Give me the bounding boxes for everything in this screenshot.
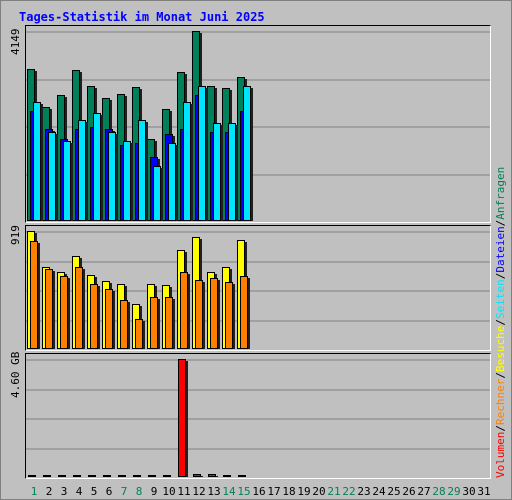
legend-volume: Volumen — [494, 431, 507, 478]
x-tick-label-10: 10 — [162, 485, 175, 498]
x-tick-label-24: 24 — [372, 485, 386, 498]
bar-volumen-day-9 — [148, 475, 156, 477]
bar-seiten-day-5 — [93, 113, 101, 221]
panel-2-plot — [26, 231, 490, 349]
x-tick-label-12: 12 — [192, 485, 205, 498]
bar-seiten-day-13 — [213, 123, 221, 221]
bar-rechner-day-7 — [120, 300, 128, 349]
bar-volumen-day-7 — [118, 475, 126, 477]
bar-rechner-day-14 — [225, 282, 233, 349]
x-tick-label-1: 1 — [31, 485, 38, 498]
bar-volumen-day-8 — [133, 475, 141, 477]
bar-seiten-day-6 — [108, 132, 116, 221]
x-tick-label-16: 16 — [252, 485, 265, 498]
legend-sep: / — [494, 425, 507, 432]
bar-rechner-day-11 — [180, 272, 188, 349]
x-tick-label-14: 14 — [222, 485, 236, 498]
bar-seiten-day-7 — [123, 141, 131, 221]
visits-panel — [25, 225, 491, 351]
bar-rechner-day-2 — [45, 269, 53, 349]
x-tick-label-26: 26 — [402, 485, 415, 498]
bar-seiten-day-14 — [228, 123, 236, 221]
bar-seiten-day-3 — [63, 141, 71, 221]
x-tick-label-23: 23 — [357, 485, 370, 498]
bar-seiten-day-9 — [153, 166, 161, 221]
x-tick-label-30: 30 — [462, 485, 475, 498]
bar-seiten-day-4 — [78, 120, 86, 221]
x-tick-label-22: 22 — [342, 485, 355, 498]
legend: Volumen/Rechner/Besuche/Seiten/Dateien/A… — [494, 167, 507, 478]
bar-seiten-day-12 — [198, 86, 206, 221]
panel-3-plot — [26, 359, 490, 477]
bar-rechner-day-3 — [60, 276, 68, 349]
bar-rechner-day-13 — [210, 278, 218, 349]
bar-volumen-day-13 — [208, 474, 216, 477]
bar-volumen-day-5 — [88, 475, 96, 477]
x-tick-label-8: 8 — [136, 485, 143, 498]
legend-visits: Besuche — [494, 325, 507, 373]
bar-volumen-day-14 — [223, 475, 231, 477]
bar-seiten-day-1 — [33, 102, 41, 221]
x-tick-label-11: 11 — [177, 485, 190, 498]
bar-volumen-day-3 — [58, 475, 66, 477]
bar-rechner-day-10 — [165, 297, 173, 349]
legend-pages: Seiten — [494, 279, 507, 320]
x-tick-label-31: 31 — [477, 485, 490, 498]
x-tick-label-28: 28 — [432, 485, 445, 498]
x-tick-label-4: 4 — [76, 485, 83, 498]
bar-volumen-day-15 — [238, 475, 246, 477]
bar-rechner-day-6 — [105, 289, 113, 349]
bar-volumen-day-1 — [28, 475, 36, 477]
legend-sep: / — [494, 319, 507, 326]
bar-seiten-day-8 — [138, 120, 146, 221]
bar-volumen-day-12 — [193, 474, 201, 477]
x-tick-label-5: 5 — [91, 485, 98, 498]
x-tick-label-17: 17 — [267, 485, 280, 498]
bar-rechner-day-1 — [30, 241, 38, 349]
legend-sep: / — [494, 219, 507, 227]
bar-volumen-day-10 — [163, 475, 171, 477]
x-tick-label-3: 3 — [61, 485, 68, 498]
bar-seiten-day-2 — [48, 132, 56, 221]
volume-panel — [25, 353, 491, 479]
bar-rechner-day-9 — [150, 297, 158, 349]
x-tick-label-21: 21 — [327, 485, 340, 498]
legend-hosts: Rechner — [494, 378, 507, 426]
bar-rechner-day-5 — [90, 284, 98, 349]
x-tick-label-19: 19 — [297, 485, 310, 498]
bar-seiten-day-10 — [168, 143, 176, 221]
bar-rechner-day-12 — [195, 280, 203, 349]
legend-sep: / — [494, 272, 507, 280]
x-tick-label-9: 9 — [151, 485, 158, 498]
bar-volumen-day-6 — [103, 475, 111, 477]
x-tick-label-7: 7 — [121, 485, 128, 498]
bar-rechner-day-8 — [135, 319, 143, 349]
x-tick-label-18: 18 — [282, 485, 295, 498]
bar-rechner-day-4 — [75, 267, 83, 349]
x-tick-label-20: 20 — [312, 485, 325, 498]
bar-volumen-day-4 — [73, 475, 81, 477]
bar-volumen-day-2 — [43, 475, 51, 477]
bar-rechner-day-15 — [240, 276, 248, 349]
x-tick-label-15: 15 — [237, 485, 250, 498]
requests-panel — [25, 25, 491, 223]
x-tick-label-6: 6 — [106, 485, 113, 498]
legend-files: Dateien — [494, 226, 507, 273]
legend-sep: / — [494, 372, 507, 379]
x-tick-label-25: 25 — [387, 485, 400, 498]
x-tick-label-29: 29 — [447, 485, 460, 498]
x-tick-label-27: 27 — [417, 485, 430, 498]
bar-volumen-day-11 — [178, 359, 186, 477]
bar-seiten-day-15 — [243, 86, 251, 221]
bar-seiten-day-11 — [183, 102, 191, 221]
x-tick-label-2: 2 — [46, 485, 53, 498]
panel-1-plot — [26, 31, 490, 221]
chart-title: Tages-Statistik im Monat Juni 2025 — [19, 10, 265, 24]
legend-requests: Anfragen — [494, 166, 507, 220]
x-tick-label-13: 13 — [207, 485, 220, 498]
